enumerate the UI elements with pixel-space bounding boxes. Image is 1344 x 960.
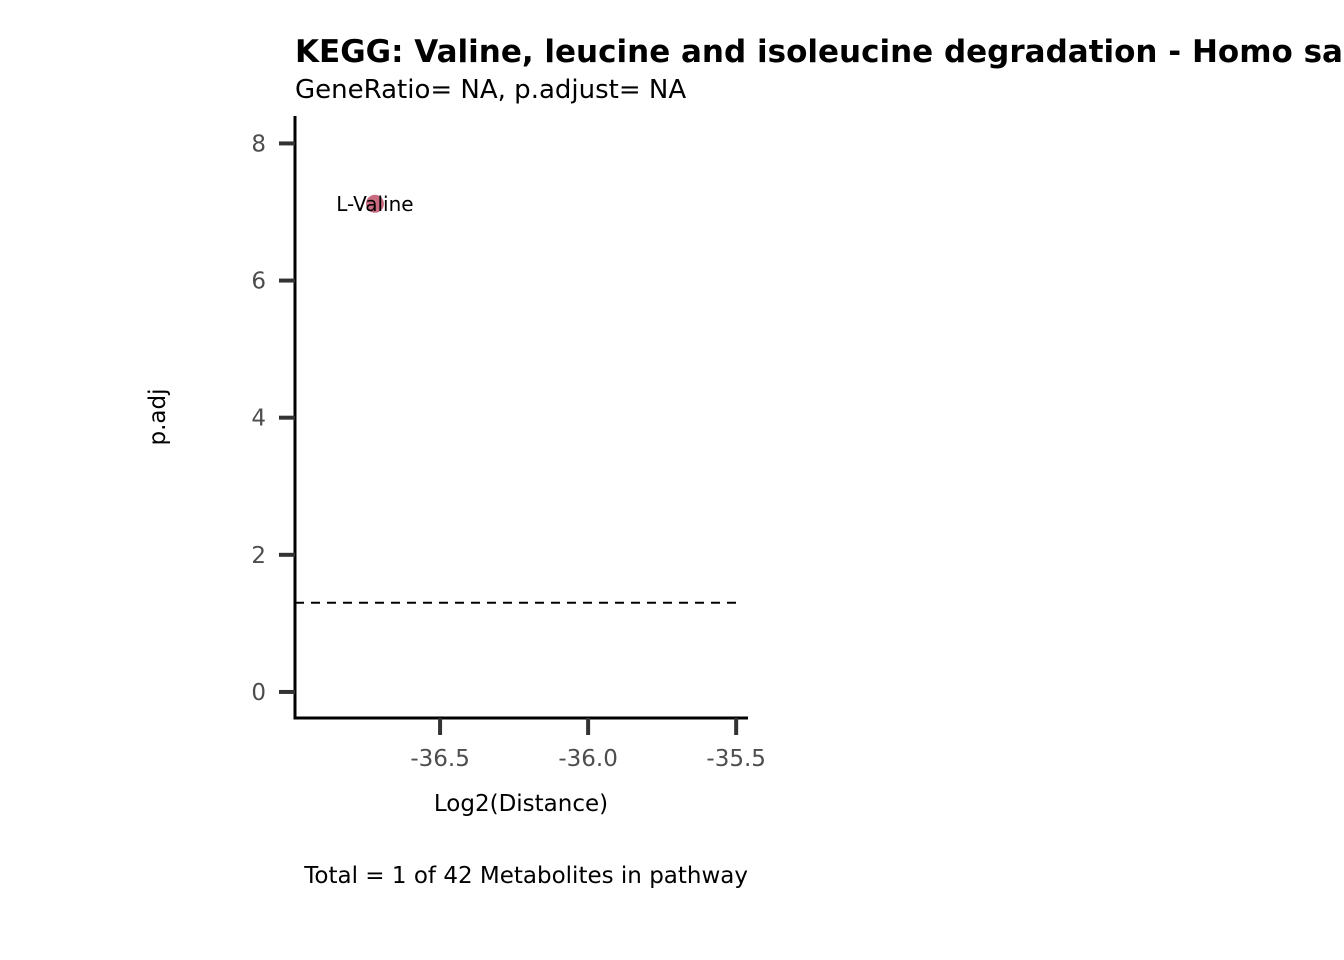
- y-tick-label: 2: [251, 543, 266, 569]
- y-tick-label: 0: [251, 680, 266, 706]
- point-label: L-Valine: [336, 192, 413, 216]
- data-point: [365, 194, 384, 213]
- x-tick-label: -36.5: [410, 746, 470, 772]
- chart-subtitle: GeneRatio= NA, p.adjust= NA: [295, 75, 686, 105]
- y-axis-ticks: 0 2 4 6 8: [251, 131, 295, 706]
- x-tick-label: -36.0: [558, 746, 618, 772]
- x-axis-title: Log2(Distance): [434, 791, 608, 817]
- plot-area: L-Valine: [295, 192, 737, 604]
- y-tick-label: 4: [251, 406, 266, 432]
- x-axis-ticks: -36.5 -36.0 -35.5: [410, 718, 766, 772]
- y-tick-label: 6: [251, 269, 266, 295]
- x-tick-label: -35.5: [706, 746, 766, 772]
- chart-title: KEGG: Valine, leucine and isoleucine deg…: [295, 34, 1344, 70]
- y-tick-label: 8: [251, 131, 266, 157]
- y-axis-title: p.adj: [145, 389, 171, 446]
- chart-caption: Total = 1 of 42 Metabolites in pathway: [303, 863, 748, 889]
